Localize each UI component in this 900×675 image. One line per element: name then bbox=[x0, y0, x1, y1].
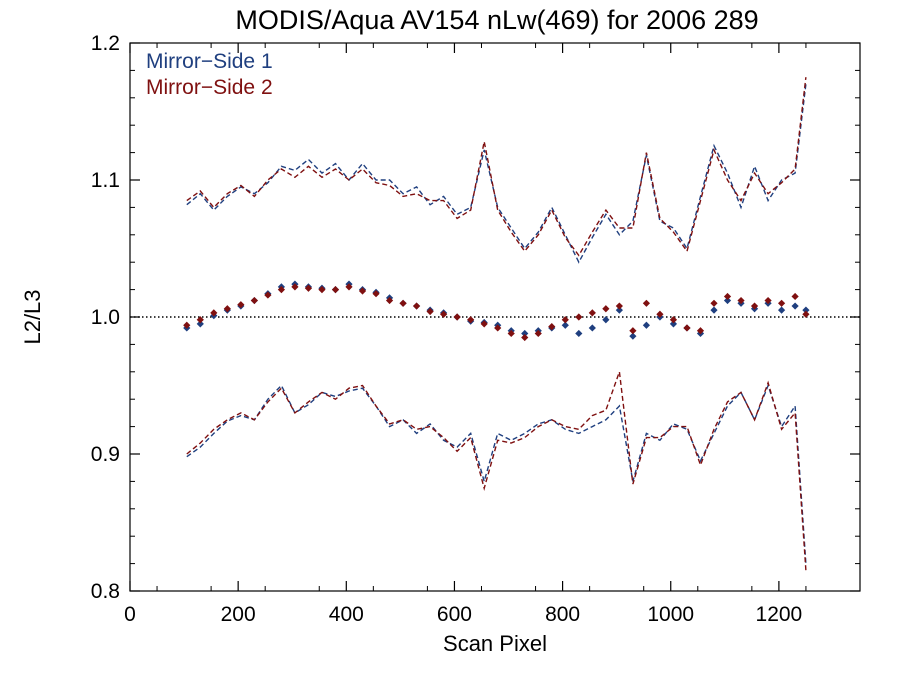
series-1-point bbox=[575, 329, 583, 338]
series-2-point bbox=[764, 296, 772, 305]
x-axis-label: Scan Pixel bbox=[443, 631, 547, 656]
series-2-point bbox=[223, 305, 231, 313]
series-2-point bbox=[304, 284, 313, 292]
series-1-point bbox=[710, 306, 718, 314]
series-2-point bbox=[669, 316, 678, 324]
series-1-point bbox=[723, 296, 732, 305]
series-2-point bbox=[345, 283, 353, 291]
series-2-point bbox=[521, 333, 529, 342]
x-tick-label: 600 bbox=[437, 603, 472, 626]
y-tick-label: 0.8 bbox=[91, 580, 120, 603]
y-tick-label: 0.9 bbox=[91, 443, 120, 466]
series-2-point bbox=[480, 320, 488, 328]
series-2-point bbox=[196, 316, 204, 324]
series-2-point bbox=[750, 302, 759, 310]
series-2-point bbox=[291, 283, 299, 291]
series-1-lower-line bbox=[186, 383, 807, 564]
series-1-point bbox=[561, 321, 569, 329]
x-tick-label: 200 bbox=[221, 603, 256, 626]
series-1-point bbox=[629, 332, 637, 340]
series-2-point bbox=[737, 296, 745, 305]
series-2-point bbox=[588, 309, 596, 317]
y-axis-label: L2/L3 bbox=[20, 289, 45, 344]
series-2-point bbox=[385, 296, 394, 305]
series-2-point bbox=[629, 327, 637, 335]
envelope-lines bbox=[186, 77, 807, 571]
series-2-point bbox=[656, 310, 664, 318]
series-2-point bbox=[440, 310, 448, 318]
series-1-point bbox=[802, 306, 810, 314]
series-2-point bbox=[575, 313, 583, 321]
series-2-point bbox=[372, 290, 380, 298]
series-2-upper-line bbox=[186, 77, 807, 257]
series-2-point bbox=[426, 307, 434, 316]
legend-mirror-side-2: Mirror−Side 2 bbox=[146, 76, 273, 99]
series-1-upper-line bbox=[186, 84, 807, 264]
y-tick-label: 1.1 bbox=[91, 169, 120, 192]
x-tick-label: 1200 bbox=[756, 603, 803, 626]
axis-ticks: 0 200 400 600 800 1000 1200 0.8 0.9 1.0 1.1 1.2 bbox=[91, 32, 860, 626]
series-2-point bbox=[210, 309, 218, 317]
series-1-point bbox=[196, 320, 204, 328]
series-2-point bbox=[183, 321, 191, 329]
series-1-point bbox=[602, 316, 610, 324]
series-1-point bbox=[791, 302, 799, 310]
scatter-points bbox=[183, 280, 810, 342]
series-2-point bbox=[264, 291, 272, 299]
series-2-point bbox=[791, 292, 799, 301]
x-tick-label: 400 bbox=[329, 603, 364, 626]
series-1-point bbox=[642, 321, 651, 329]
series-2-point bbox=[777, 299, 786, 307]
series-2-point bbox=[696, 327, 705, 335]
series-1-point bbox=[615, 306, 623, 314]
series-2-point bbox=[802, 310, 810, 318]
series-2-point bbox=[561, 316, 569, 324]
series-2-point bbox=[723, 292, 732, 301]
y-tick-label: 1.2 bbox=[91, 32, 120, 55]
series-2-point bbox=[602, 305, 610, 313]
series-2-point bbox=[467, 316, 475, 324]
x-tick-label: 1000 bbox=[647, 603, 694, 626]
series-2-point bbox=[615, 302, 623, 310]
series-2-point bbox=[534, 329, 542, 338]
series-1-point bbox=[777, 306, 786, 314]
series-2-point bbox=[453, 313, 461, 321]
series-2-point bbox=[642, 299, 651, 307]
series-2-point bbox=[494, 324, 502, 332]
series-2-point bbox=[412, 302, 421, 310]
series-2-point bbox=[548, 322, 556, 331]
x-tick-label: 800 bbox=[545, 603, 580, 626]
chart-title: MODIS/Aqua AV154 nLw(469) for 2006 289 bbox=[235, 5, 758, 35]
x-tick-label: 0 bbox=[124, 603, 136, 626]
series-2-point bbox=[250, 296, 258, 305]
series-2-lower-line bbox=[186, 371, 807, 571]
legend-mirror-side-1: Mirror−Side 1 bbox=[146, 50, 273, 73]
series-1-point bbox=[588, 324, 596, 332]
series-2-point bbox=[358, 287, 367, 295]
series-1-point bbox=[521, 329, 529, 338]
series-2-point bbox=[237, 301, 245, 309]
y-tick-label: 1.0 bbox=[91, 306, 120, 329]
series-2-point bbox=[277, 286, 286, 294]
series-2-point bbox=[318, 286, 326, 294]
series-2-point bbox=[710, 299, 718, 307]
series-2-point bbox=[399, 299, 407, 307]
series-2-point bbox=[331, 286, 340, 294]
series-1-point bbox=[669, 320, 678, 328]
series-2-point bbox=[507, 329, 515, 338]
series-2-point bbox=[683, 324, 691, 332]
